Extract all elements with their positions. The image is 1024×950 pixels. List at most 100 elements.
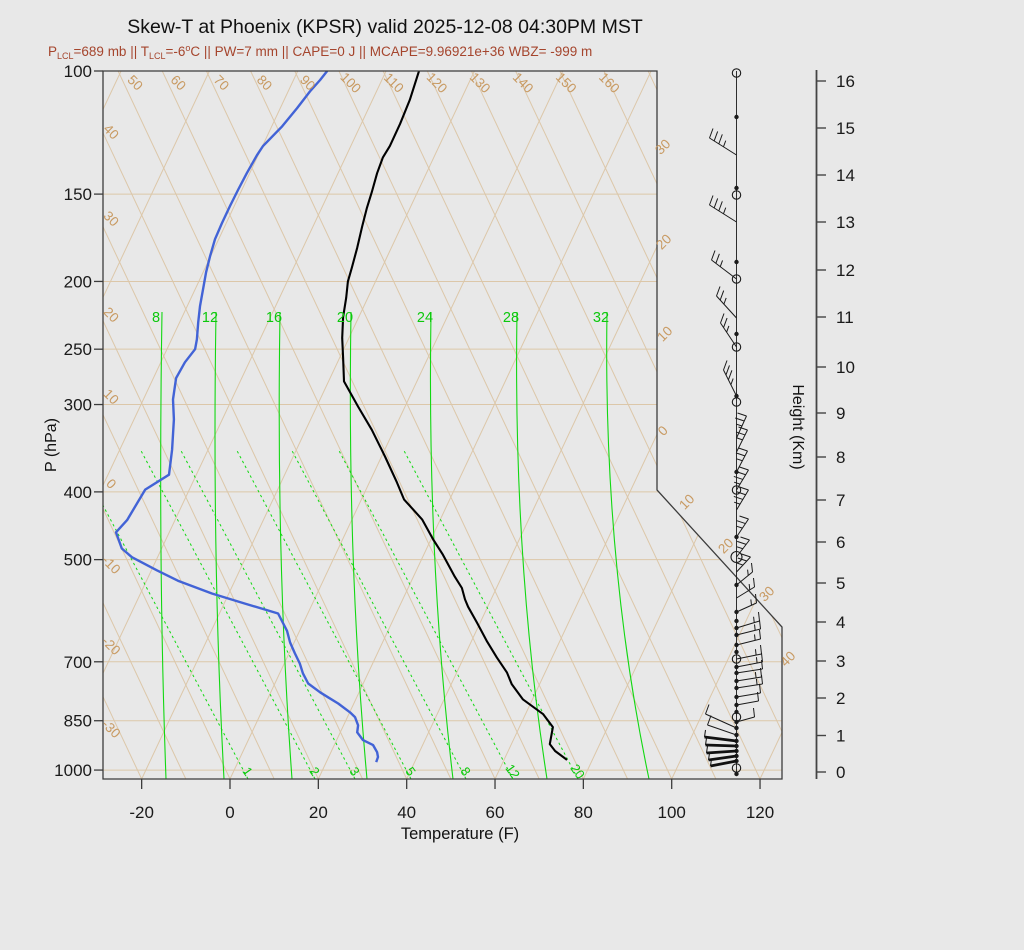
pressure-axis: 100 150 200 250 300 400 500 700 850 1000 [54, 62, 103, 780]
wind-barb-shaft [736, 415, 747, 439]
sounding-parameters: PLCL=689 mb || TLCL=-6oC || PW=7 mm || C… [48, 43, 592, 61]
wind-barb-tick [705, 704, 710, 715]
wind-barb-tick [755, 678, 758, 685]
isotherm-line [161, 71, 496, 779]
wind-barb-layer [704, 68, 763, 777]
wind-barb-tick [761, 652, 763, 663]
temperature-tick-label: -20 [129, 803, 154, 822]
moist-adiabat-label: 28 [503, 310, 519, 326]
temperature-trace [341, 71, 568, 761]
wind-level-dot [734, 185, 739, 191]
wind-barb-tick [754, 649, 757, 656]
wind-barb-tick [750, 599, 752, 606]
wind-barb-tick [723, 360, 728, 371]
temperature-tick-label: 100 [658, 803, 686, 822]
wind-barb-tick [736, 562, 744, 566]
subtitle-part: =-6 [165, 44, 186, 59]
wind-barb-tick [761, 659, 763, 670]
wind-barb-tick [751, 562, 753, 573]
moist-adiabat-line [160, 311, 167, 779]
isotherm-line [103, 71, 408, 779]
isotherm-label-top: 90 [297, 72, 318, 93]
plot-border [102, 70, 783, 780]
wind-barb-tick [726, 325, 730, 333]
wind-barb-shaft [723, 369, 737, 397]
mixing-ratio-line [140, 449, 316, 779]
wind-barb-tick [757, 691, 759, 702]
mixing-ratio-label: 8 [457, 764, 473, 779]
wind-barb-thick [705, 743, 737, 748]
mixing-ratio-line [291, 449, 467, 779]
wind-level-circle [731, 397, 742, 407]
wind-barb-tick [735, 417, 745, 422]
wind-barb-tick [735, 423, 743, 427]
wind-barb-tick [722, 207, 727, 214]
wind-barb-tick [759, 683, 761, 694]
mixing-ratio-line [338, 449, 514, 779]
wind-barb-tick [761, 674, 763, 685]
isotherm-label-right: 40 [777, 648, 798, 669]
wind-barb-tick [704, 729, 706, 738]
wind-barb-tick [736, 491, 746, 496]
isotherm-line [603, 71, 782, 779]
wind-barb-shaft [709, 204, 737, 223]
moist-adiabat-label: 20 [337, 310, 353, 326]
wind-level-dot [734, 618, 739, 624]
wind-level-dot [734, 649, 739, 655]
wind-barb-tick [709, 195, 714, 206]
wind-level-circle [731, 190, 742, 200]
wind-barb-tick [716, 286, 721, 297]
dry-adiabat-line [582, 71, 782, 779]
isotherm-line [382, 71, 717, 779]
isotherm-line [250, 71, 584, 779]
wind-barb-shaft [736, 716, 755, 723]
wind-barb-shaft [736, 700, 759, 706]
wind-barb-tick [760, 644, 762, 655]
wind-barb-tick [739, 466, 749, 471]
wind-level-circle [730, 550, 743, 564]
height-tick-label: 9 [836, 404, 845, 423]
wind-level-dot [734, 771, 739, 777]
wind-barb-shaft [736, 539, 750, 558]
height-tick-label: 12 [836, 261, 855, 280]
mixing-ratio-label: 3 [346, 764, 362, 779]
wind-barb-tick [733, 475, 743, 480]
moist-adiabat-line [214, 311, 225, 779]
wind-barb-tick [736, 525, 743, 529]
dry-adiabat-line [406, 71, 740, 779]
wind-barb-tick [713, 198, 719, 209]
isotherm-label-right: 30 [652, 136, 673, 157]
isotherm-label-top: 140 [510, 70, 537, 97]
wind-barb-tick [733, 495, 743, 500]
isotherm-label-left: 30 [101, 208, 122, 229]
wind-barb-tick [754, 624, 756, 631]
wind-barb-tick [719, 260, 724, 267]
wind-barb-tick [708, 752, 710, 761]
pressure-tick-label: 200 [64, 272, 92, 291]
wind-barb-tick [706, 745, 708, 754]
wind-barb-shaft [736, 429, 748, 453]
wind-barb-tick [735, 431, 746, 436]
wind-barb-tick [740, 536, 750, 541]
wind-barb-shaft [716, 295, 737, 319]
mixing-ratio-label: 5 [402, 764, 418, 779]
wind-barb-tick [715, 253, 720, 264]
wind-barb-tick [730, 378, 734, 385]
height-tick-label: 7 [836, 491, 845, 510]
dry-adiabat-line [141, 71, 475, 779]
wind-barb-tick [738, 447, 748, 452]
mixing-ratio-label: 12 [502, 761, 523, 781]
pressure-tick-label: 700 [64, 653, 92, 672]
wind-barb-thick [710, 759, 737, 768]
wind-barb-tick [736, 458, 743, 462]
wind-barb-shaft [736, 638, 761, 646]
height-tick-label: 8 [836, 448, 845, 467]
wind-barb-tick [755, 593, 757, 604]
pressure-tick-label: 500 [64, 551, 92, 570]
mixing-ratio-line [403, 449, 579, 779]
wind-barb-tick [736, 520, 746, 525]
isotherm-line [103, 71, 187, 779]
mixing-ratio-line [103, 505, 249, 779]
wind-barb-shaft [736, 668, 763, 674]
